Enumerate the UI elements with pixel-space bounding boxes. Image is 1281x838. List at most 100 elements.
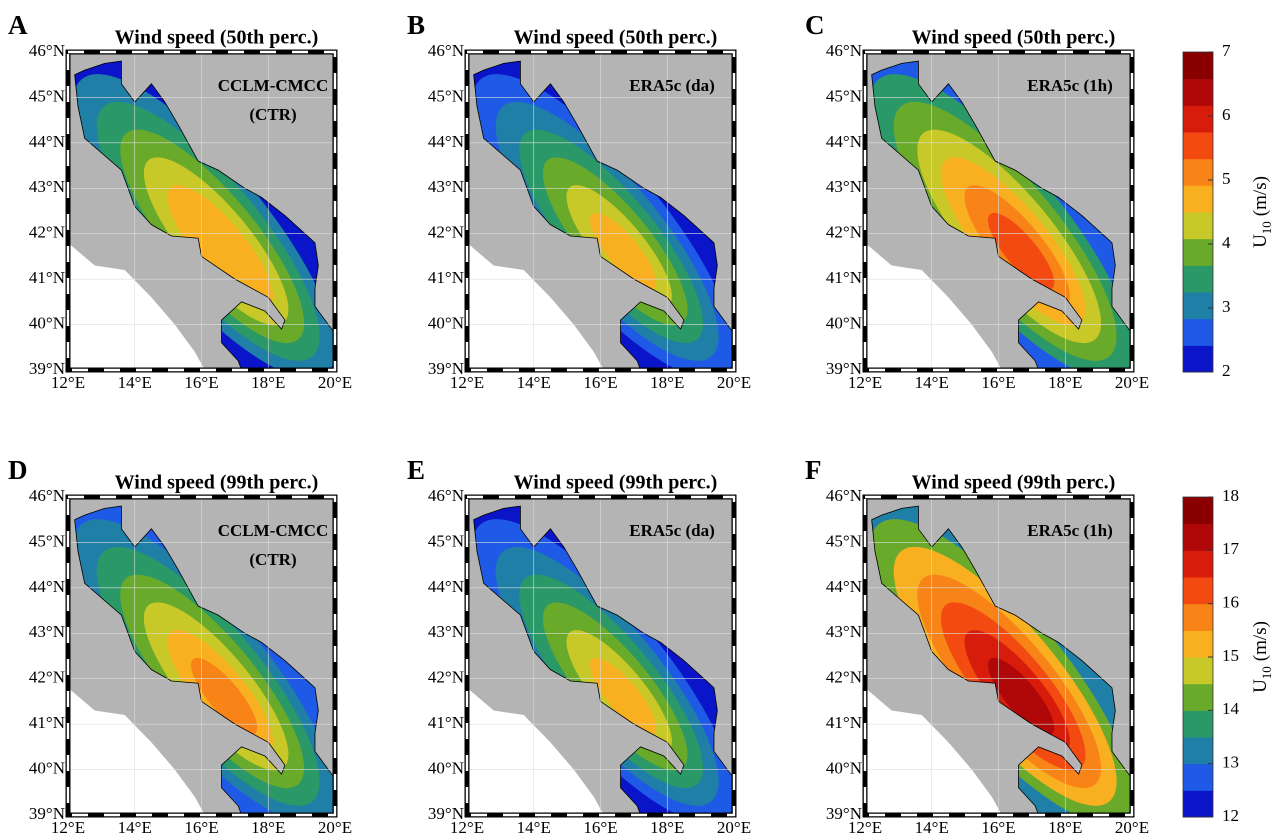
lon-tick-label: 14°E xyxy=(915,373,949,392)
lat-tick-label: 40°N xyxy=(826,313,862,332)
lon-tick-label: 14°E xyxy=(517,818,551,837)
panel-letter: B xyxy=(407,10,425,40)
colorbar-segment xyxy=(1183,630,1213,658)
outside-domain xyxy=(467,687,604,815)
label-subscript: 10 xyxy=(1259,221,1274,234)
colorbar-segment xyxy=(1183,763,1213,791)
colorbar-segment xyxy=(1183,318,1213,346)
lon-tick-label: 14°E xyxy=(915,818,949,837)
frame-dash xyxy=(465,495,736,817)
lon-tick-label: 16°E xyxy=(583,373,617,392)
colorbar-segment xyxy=(1183,550,1213,578)
contour-band xyxy=(988,657,1055,735)
lat-tick-label: 42°N xyxy=(428,668,464,687)
lat-tick-label: 41°N xyxy=(428,268,464,287)
colorbar-segment xyxy=(1183,683,1213,711)
lon-tick-label: 12°E xyxy=(450,373,484,392)
lat-tick-label: 43°N xyxy=(29,177,65,196)
colorbar-segment xyxy=(1183,345,1213,373)
model-label: (CTR) xyxy=(249,105,296,124)
map-panel xyxy=(466,51,735,371)
lat-tick-label: 39°N xyxy=(428,804,464,823)
map-panel xyxy=(67,51,336,371)
colorbar-segment xyxy=(1183,577,1213,605)
contour-band xyxy=(590,212,657,290)
colorbar-segment xyxy=(1183,710,1213,738)
colorbar-segment xyxy=(1183,603,1213,631)
lon-tick-label: 20°E xyxy=(1115,373,1149,392)
contour-band xyxy=(988,212,1055,290)
lat-tick-label: 41°N xyxy=(826,268,862,287)
lon-tick-label: 18°E xyxy=(251,818,285,837)
colorbar-segment xyxy=(1183,52,1213,80)
colorbar-tick-label: 18 xyxy=(1222,486,1239,505)
lon-tick-label: 18°E xyxy=(650,818,684,837)
panel-title: Wind speed (50th perc.) xyxy=(514,27,718,49)
contour-band xyxy=(191,657,258,735)
lat-tick-label: 46°N xyxy=(29,486,65,505)
model-label: ERA5c (da) xyxy=(629,521,714,540)
lon-tick-label: 16°E xyxy=(184,818,218,837)
colorbar-tick-label: 12 xyxy=(1222,806,1239,825)
lat-tick-label: 44°N xyxy=(29,132,65,151)
lat-tick-label: 39°N xyxy=(826,359,862,378)
lon-tick-label: 16°E xyxy=(583,818,617,837)
lat-tick-label: 44°N xyxy=(826,577,862,596)
colorbar-label: U10 (m/s) xyxy=(1250,621,1274,693)
frame-dash xyxy=(863,50,1134,372)
lon-tick-label: 12°E xyxy=(51,818,85,837)
label-subscript: 10 xyxy=(1259,666,1274,679)
lon-tick-label: 16°E xyxy=(184,373,218,392)
lon-tick-label: 16°E xyxy=(981,818,1015,837)
colorbar-tick-label: 3 xyxy=(1222,297,1231,316)
colorbar-tick-label: 16 xyxy=(1222,593,1239,612)
model-label: ERA5c (da) xyxy=(629,76,714,95)
lat-tick-label: 40°N xyxy=(428,313,464,332)
panel-letter: A xyxy=(8,10,28,40)
panel-title: Wind speed (50th perc.) xyxy=(115,27,319,49)
colorbar-tick-label: 6 xyxy=(1222,105,1231,124)
lon-tick-label: 20°E xyxy=(717,818,751,837)
lat-tick-label: 46°N xyxy=(826,41,862,60)
colorbar-segment xyxy=(1183,78,1213,106)
lon-tick-label: 20°E xyxy=(1115,818,1149,837)
lat-tick-label: 41°N xyxy=(826,713,862,732)
lon-tick-label: 12°E xyxy=(848,373,882,392)
lon-tick-label: 18°E xyxy=(650,373,684,392)
label-symbol: U xyxy=(1250,234,1271,248)
colorbar-tick-label: 2 xyxy=(1222,361,1231,380)
lat-tick-label: 43°N xyxy=(826,177,862,196)
lat-tick-label: 39°N xyxy=(428,359,464,378)
lat-tick-label: 43°N xyxy=(428,622,464,641)
lat-tick-label: 39°N xyxy=(826,804,862,823)
lat-tick-label: 44°N xyxy=(428,132,464,151)
lat-tick-label: 45°N xyxy=(29,86,65,105)
lon-tick-label: 16°E xyxy=(981,373,1015,392)
lat-tick-label: 43°N xyxy=(826,622,862,641)
model-label: CCLM-CMCC xyxy=(218,76,328,95)
lat-tick-label: 45°N xyxy=(826,531,862,550)
lat-tick-label: 43°N xyxy=(29,622,65,641)
panel-title: Wind speed (50th perc.) xyxy=(912,27,1116,49)
lon-tick-label: 18°E xyxy=(251,373,285,392)
lon-tick-label: 18°E xyxy=(1048,373,1082,392)
colorbar-segment xyxy=(1183,132,1213,160)
lat-tick-label: 40°N xyxy=(29,758,65,777)
lat-tick-label: 41°N xyxy=(29,713,65,732)
lat-tick-label: 45°N xyxy=(428,531,464,550)
colorbar-tick-label: 15 xyxy=(1222,646,1239,665)
panel-title: Wind speed (99th perc.) xyxy=(912,472,1116,494)
lat-tick-label: 43°N xyxy=(428,177,464,196)
lat-tick-label: 46°N xyxy=(29,41,65,60)
label-unit: (m/s) xyxy=(1250,176,1271,216)
map-panel xyxy=(864,496,1133,816)
lat-tick-label: 44°N xyxy=(428,577,464,596)
lon-tick-label: 18°E xyxy=(1048,818,1082,837)
lat-tick-label: 40°N xyxy=(29,313,65,332)
colorbar-segment xyxy=(1183,497,1213,525)
lat-tick-label: 39°N xyxy=(29,804,65,823)
colorbar-segment xyxy=(1183,737,1213,765)
colorbar-tick-label: 14 xyxy=(1222,699,1240,718)
colorbar-segment xyxy=(1183,105,1213,133)
frame-dash xyxy=(66,495,337,817)
